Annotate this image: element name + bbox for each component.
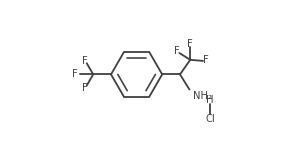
Text: F: F (187, 39, 193, 49)
Text: NH₂: NH₂ (193, 91, 212, 101)
Text: F: F (203, 55, 208, 65)
Text: Cl: Cl (205, 114, 215, 124)
Text: H: H (207, 95, 214, 105)
Text: F: F (82, 56, 88, 66)
Text: F: F (82, 83, 88, 93)
Text: F: F (174, 46, 180, 56)
Text: F: F (72, 69, 78, 79)
